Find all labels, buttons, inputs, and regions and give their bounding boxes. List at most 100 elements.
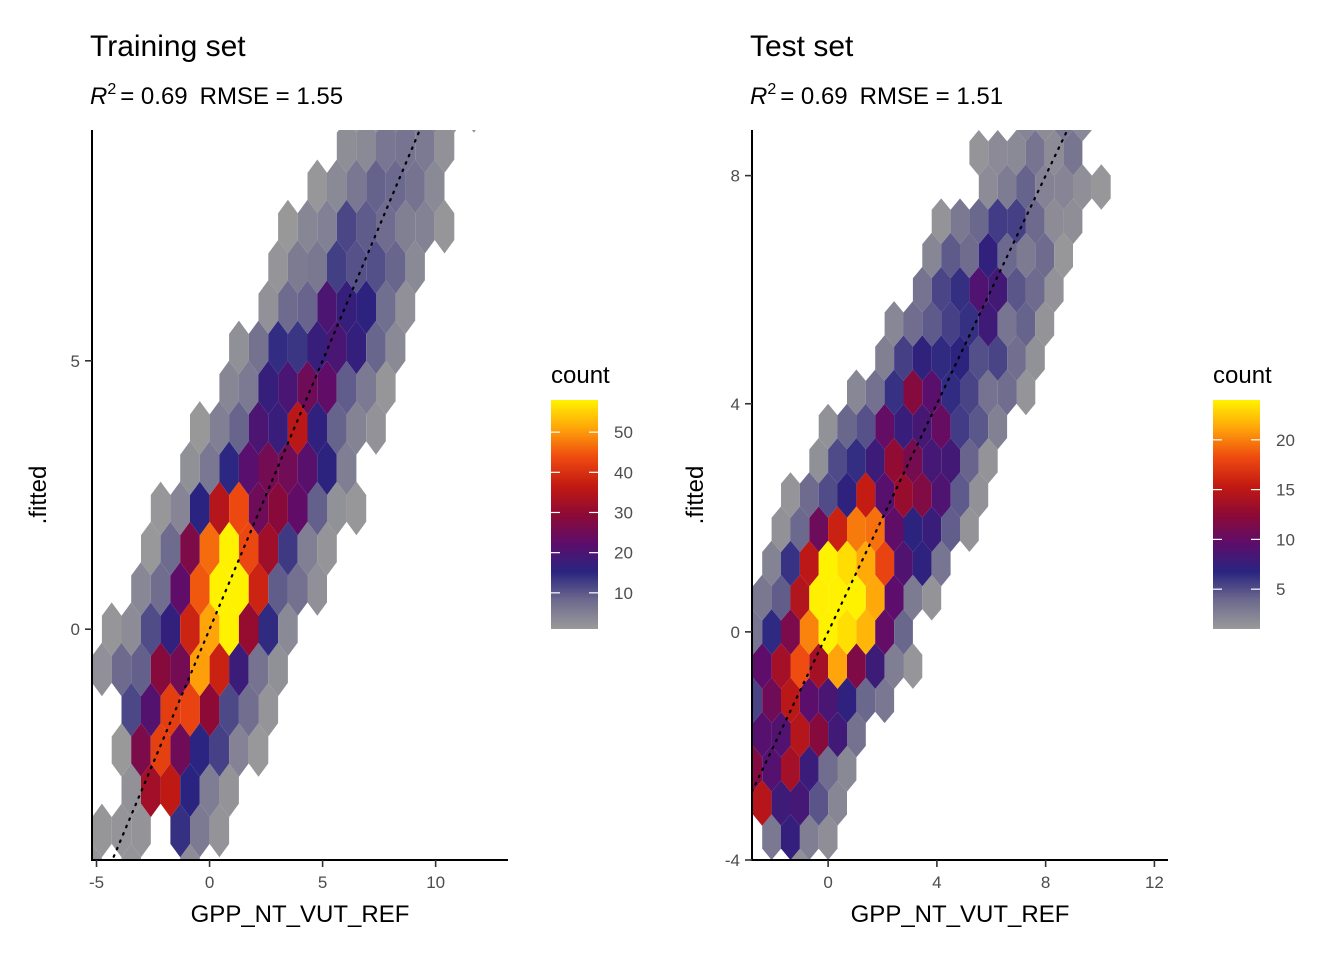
hex-bin [287,481,308,536]
hex-bin [1073,130,1092,142]
hex-bin [366,240,386,294]
hex-bin [828,506,847,552]
hex-bin [434,199,455,254]
hex-bin [799,540,819,587]
panel-title: Training set [90,30,246,63]
hex-bin [327,401,347,455]
hex-bin [1101,62,1120,108]
hex-bin [258,360,279,415]
hex-bin [258,521,279,576]
hex-bin [248,481,269,536]
hex-bin [229,401,249,455]
hex-bin [960,506,979,552]
hex-bin [950,472,970,518]
hex-bin [884,369,904,416]
hex-bin [912,266,932,313]
hex-bin [248,562,269,616]
hex-bin [346,481,367,536]
hex-bin [1007,266,1026,313]
hex-bin [809,574,829,621]
hex-bin [150,642,171,697]
hex-bin [405,159,425,214]
hex-bin [180,682,200,737]
hex-bin [366,401,386,455]
hex-bin [356,280,376,334]
hex-bin [922,369,942,416]
hex-bin [346,159,367,214]
rmse-text: RMSE = 1.55 [200,83,343,110]
hex-bin [847,506,866,552]
hex-bin [771,780,791,826]
hex-bin [393,130,398,133]
hex-bin [752,722,753,747]
hex-bin [327,320,347,375]
hex-bin [366,159,386,214]
hex-bin [1025,266,1045,313]
y-tick-label: 0 [731,623,740,642]
legend-title: count [551,362,610,389]
legend-tick-label: 40 [614,463,633,482]
hex-bin [931,335,951,381]
hex-bin [297,441,318,495]
x-tick-label: -5 [89,873,104,892]
hex-bin [894,472,913,518]
hex-bin [336,280,357,334]
hex-bin [1007,198,1026,245]
color-scale-bar [551,400,598,629]
hex-bin [856,609,876,655]
hex-bin [258,441,279,495]
hex-bin [150,481,171,536]
hex-bin [307,562,327,616]
hex-bin [1007,335,1026,381]
hex-bin [875,335,895,381]
hex-bin [415,130,435,173]
hex-bin [278,280,298,334]
hex-bin [762,540,781,587]
hex-bin [875,472,895,518]
hex-bin [941,232,960,279]
hex-bin [307,481,327,536]
hex-bin [170,642,190,697]
legend-tick-label: 10 [1276,530,1295,549]
hex-bin [1035,301,1055,347]
hex-bin [238,602,259,656]
hex-bin [752,643,772,689]
x-tick-label: 5 [318,873,327,892]
hex-bin [903,438,923,484]
hex-bin [752,780,772,826]
hex-bin [1091,164,1111,210]
hex-bin [771,574,791,621]
hex-bin [875,677,895,724]
hex-bin [752,677,763,724]
hex-bin [752,653,753,679]
hex-bin [92,843,102,860]
hex-bin [317,521,337,576]
hex-bin [209,803,230,858]
hex-bin [884,506,904,552]
hex-bin [884,301,904,347]
hex-bin [1025,198,1045,245]
hex-bin [1016,164,1036,210]
hex-bin [209,723,230,777]
hex-bin [111,642,132,697]
hex-bin [912,472,932,518]
hex-bin [229,723,249,777]
hex-bin [809,643,829,689]
hex-bin [307,159,327,214]
hex-bin [121,602,141,656]
hex-bin [894,335,913,381]
y-tick-label: 5 [71,352,80,371]
hex-bin [131,562,151,616]
hex-bin [818,677,838,724]
hex-bin [978,164,998,210]
hex-bin [960,232,979,279]
hex-bin [799,609,819,655]
legend-ticks: 10 20 30 40 50 [551,423,633,603]
hex-bin [1016,232,1036,279]
panel-stats: R2 = 0.69 RMSE = 1.51 [750,81,1003,110]
hex-bin [170,803,190,858]
hex-bin [799,814,819,860]
hex-bin [828,643,847,689]
hex-bin [1044,198,1064,245]
hex-bin [752,790,753,816]
